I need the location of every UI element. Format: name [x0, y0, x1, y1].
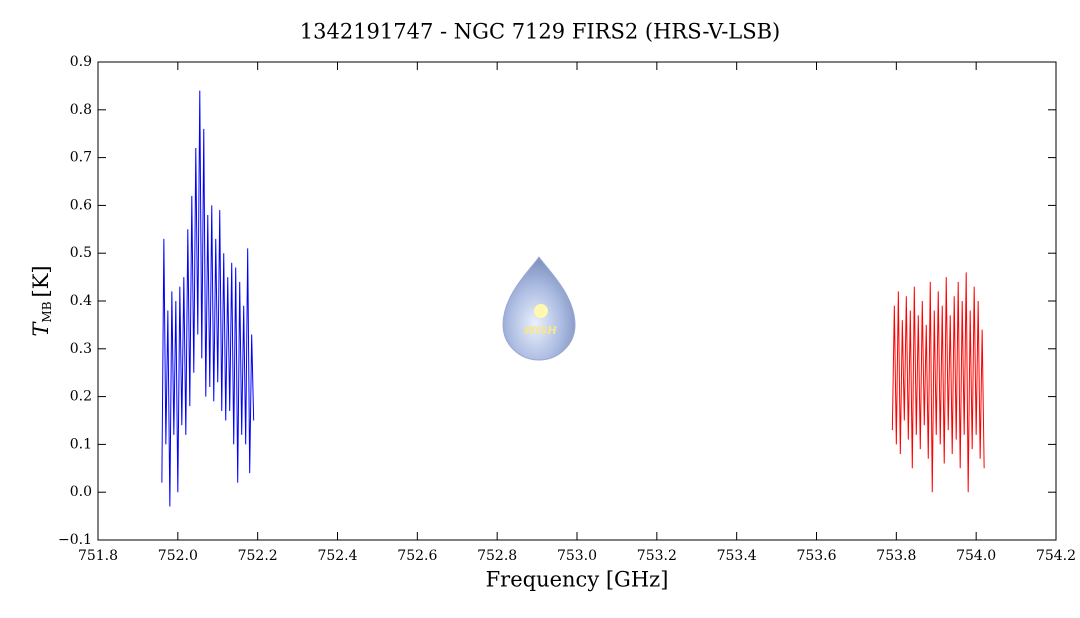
x-tick-label: 754.0	[956, 548, 996, 564]
x-tick-label: 752.8	[477, 548, 517, 564]
y-tick-label: 0.9	[70, 54, 92, 70]
y-label-subscript: MB	[40, 301, 54, 322]
y-tick-label: 0.6	[70, 197, 92, 213]
x-tick-label: 753.6	[796, 548, 836, 564]
x-tick-label: 753.8	[876, 548, 916, 564]
y-tick-label: 0.4	[70, 293, 92, 309]
y-tick-label: 0.2	[70, 389, 92, 405]
y-label-unit: [K]	[29, 265, 53, 297]
x-tick-label: 752.4	[317, 548, 357, 564]
x-tick-label: 751.8	[78, 548, 118, 564]
y-tick-label: 0.0	[70, 484, 92, 500]
y-tick-label: 0.7	[70, 150, 92, 166]
y-tick-label: 0.3	[70, 341, 92, 357]
x-tick-label: 753.0	[557, 548, 597, 564]
y-axis-label: TMB [K]	[29, 265, 54, 336]
x-tick-label: 753.4	[717, 548, 757, 564]
y-label-symbol: T	[29, 321, 53, 337]
y-tick-label: −0.1	[58, 532, 92, 548]
chart-title: 1342191747 - NGC 7129 FIRS2 (HRS-V-LSB)	[300, 20, 781, 44]
x-tick-label: 754.2	[1036, 548, 1076, 564]
watermark-text: WISH	[523, 324, 556, 337]
y-tick-label: 0.8	[70, 102, 92, 118]
watermark: WISH	[502, 256, 576, 361]
x-axis-label: Frequency [GHz]	[486, 568, 669, 592]
x-tick-label: 752.2	[238, 548, 278, 564]
y-tick-label: 0.1	[70, 436, 92, 452]
y-tick-label: 0.5	[70, 245, 92, 261]
x-tick-label: 752.0	[158, 548, 198, 564]
spectrum-line	[891, 272, 985, 493]
spectrum-line	[161, 90, 255, 507]
x-tick-label: 753.2	[637, 548, 677, 564]
x-tick-label: 752.6	[397, 548, 437, 564]
